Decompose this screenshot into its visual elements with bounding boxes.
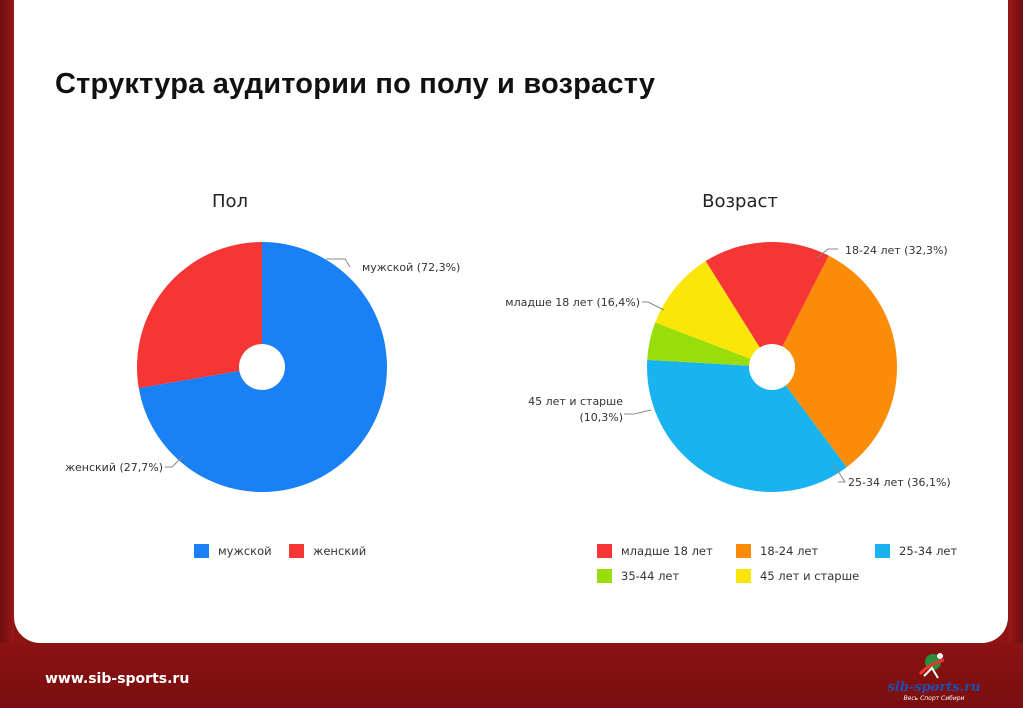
legend-swatch-45plus <box>736 569 751 583</box>
leader-18-24 <box>816 248 838 259</box>
pie-slice-25-34 <box>647 359 847 493</box>
legend-item-under18: младше 18 лет <box>597 544 713 558</box>
slice-label-45plus-value: (10,3%) <box>579 411 623 424</box>
legend-swatch-25-34 <box>875 544 890 558</box>
pie-hole <box>239 344 285 390</box>
slice-label-18-24: 18-24 лет (32,3%) <box>845 244 948 257</box>
legend-swatch-male <box>194 544 209 558</box>
slice-label-male: мужской (72,3%) <box>362 261 460 274</box>
runner-icon <box>918 653 945 679</box>
legend-label-25-34: 25-34 лет <box>899 544 958 558</box>
legend-swatch-18-24 <box>736 544 751 558</box>
leader-male <box>326 258 351 268</box>
label-leader-lines <box>165 248 846 483</box>
pie-slice-under18 <box>705 242 829 367</box>
legend-label-female: женский <box>313 544 367 558</box>
legend-item-male: мужской <box>194 544 272 558</box>
legend-label-45plus: 45 лет и старше <box>760 569 860 583</box>
legend-item-35-44: 35-44 лет <box>597 569 679 583</box>
pie-slice-18-24 <box>772 255 898 468</box>
legend-item-18-24: 18-24 лет <box>736 544 818 558</box>
pie-slice-45plus <box>655 261 772 367</box>
footer-band <box>0 643 1023 708</box>
logo-tagline: Весь Спорт Сибири <box>903 695 965 702</box>
pie-slice-female <box>136 242 262 389</box>
pie-slice-35-44 <box>647 322 772 367</box>
leader-under18 <box>642 301 665 311</box>
gender-pie <box>136 242 387 492</box>
legend-swatch-35-44 <box>597 569 612 583</box>
leader-25-34 <box>833 464 846 483</box>
legend-item-45plus: 45 лет и старше <box>736 569 859 583</box>
slice-label-under18: младше 18 лет (16,4%) <box>505 296 640 309</box>
slice-label-female: женский (27,7%) <box>65 461 163 474</box>
background-right-edge <box>1009 0 1023 708</box>
pie-hole <box>749 344 795 390</box>
age-chart-title: Возраст <box>702 191 778 212</box>
legend-label-under18: младше 18 лет <box>621 544 713 558</box>
site-url-link[interactable]: www.sib-sports.ru <box>45 671 190 687</box>
logo-text: sib-sports.ru <box>887 680 981 695</box>
slide-title: Структура аудитории по полу и возрасту <box>55 68 656 100</box>
legend-item-female: женский <box>289 544 366 558</box>
leader-female <box>165 455 184 468</box>
slice-labels: мужской (72,3%) женский (27,7%) 18-24 лет … <box>65 244 951 489</box>
legend-label-35-44: 35-44 лет <box>621 569 680 583</box>
slice-label-25-34: 25-34 лет (36,1%) <box>848 476 951 489</box>
gender-chart-title: Пол <box>211 191 249 212</box>
slice-label-45plus-name: 45 лет и старше <box>528 395 623 408</box>
legend-swatch-under18 <box>597 544 612 558</box>
legend-swatch-female <box>289 544 304 558</box>
leader-45plus <box>624 409 652 415</box>
site-logo[interactable]: sib-sports.ru Весь Спорт Сибири <box>884 650 984 706</box>
legend-item-25-34: 25-34 лет <box>875 544 957 558</box>
legend-label-male: мужской <box>218 544 272 558</box>
background-left-edge <box>0 0 14 708</box>
age-pie <box>647 242 898 493</box>
legend-label-18-24: 18-24 лет <box>760 544 819 558</box>
